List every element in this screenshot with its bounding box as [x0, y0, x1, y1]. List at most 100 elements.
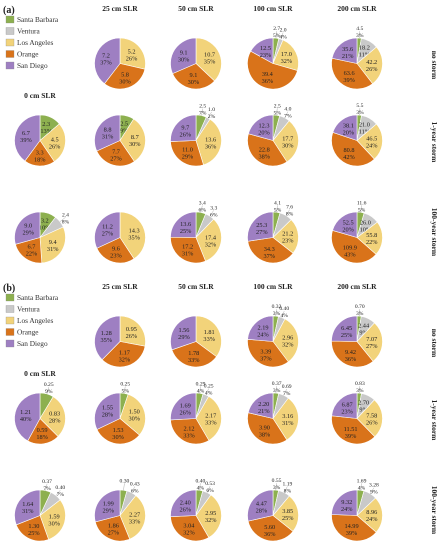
- legend-swatch: [5, 61, 15, 70]
- data-label-percent: 39%: [20, 137, 32, 144]
- pie-slice-orange: [170, 140, 204, 167]
- data-label-value: 26.0: [360, 219, 371, 226]
- pie-slice-orange: [96, 237, 135, 264]
- legend: Santa Barbara Ventura Los Angeles Orange San…: [5, 15, 59, 70]
- data-label-value: 2.20: [258, 401, 269, 408]
- data-label-value: 0.69: [282, 384, 292, 390]
- pie-slice-los-angeles: [195, 37, 222, 82]
- pie-slice-san-diego: [332, 114, 358, 141]
- data-label-value: 0.59: [37, 427, 48, 434]
- data-label-percent: 36%: [264, 531, 276, 538]
- data-label-value: 1.69: [180, 402, 191, 409]
- data-label-value: 1.28: [101, 330, 112, 337]
- data-label-percent: 3%: [356, 388, 364, 394]
- pie-slice-orange: [15, 237, 43, 264]
- data-label-percent: 29%: [103, 507, 115, 514]
- panel-b: (b)Santa Barbara Ventura Los Angeles Orange…: [3, 282, 439, 542]
- data-label-value: 1.50: [129, 409, 140, 416]
- leader-line: [275, 386, 277, 394]
- leader-line: [45, 483, 48, 491]
- data-label-value: 14.99: [344, 523, 358, 530]
- data-label-value: 22.8: [259, 146, 270, 153]
- data-label-value: 9.6: [112, 246, 120, 253]
- data-label-percent: 33%: [203, 336, 215, 343]
- data-label-percent: 20%: [342, 227, 354, 234]
- leader-line: [280, 32, 284, 40]
- data-label-value: 5.8: [121, 71, 129, 78]
- data-label-percent: 31%: [102, 133, 114, 140]
- pie-slice-orange: [172, 63, 215, 90]
- data-label-percent: 21%: [258, 408, 270, 415]
- data-label-value: 52.5: [343, 220, 354, 227]
- data-label-value: 2.17: [205, 412, 216, 419]
- leader-line: [359, 108, 361, 116]
- data-label-value: 21.0: [359, 122, 370, 129]
- data-label-percent: 31%: [282, 420, 294, 427]
- pie-slice-orange: [331, 230, 377, 264]
- pie-slice-los-angeles: [119, 495, 146, 540]
- data-label-value: 2.5: [199, 104, 206, 110]
- data-label-percent: 6%: [131, 489, 139, 495]
- data-label-percent: 7%: [57, 492, 65, 498]
- pie-slice-san-diego: [14, 114, 41, 162]
- data-label-percent: 3%: [356, 311, 364, 317]
- data-label-value: 1.55: [102, 405, 113, 412]
- data-label-percent: 7%: [199, 111, 207, 117]
- data-label-value: 2.44: [358, 322, 370, 329]
- data-label-value: 4.0: [284, 107, 291, 113]
- data-label-value: 17.2: [182, 244, 193, 251]
- data-label-value: 6.45: [341, 325, 352, 332]
- data-label-value: 3.85: [282, 508, 293, 515]
- data-label-value: 2.19: [257, 325, 268, 332]
- data-label-value: 0.32: [272, 304, 282, 310]
- leader-line: [200, 205, 203, 213]
- leader-line: [131, 486, 135, 493]
- data-label-value: 0.95: [126, 326, 137, 333]
- data-label-percent: 22%: [366, 239, 378, 246]
- data-label-percent: 29%: [22, 230, 34, 237]
- leader-line: [199, 483, 201, 491]
- data-label-percent: 2%: [208, 114, 216, 120]
- data-label-value: 1.81: [204, 329, 215, 336]
- data-label-value: 9.7: [181, 124, 189, 131]
- data-label-value: 3.28: [369, 483, 379, 489]
- data-label-value: 9.4: [49, 239, 58, 246]
- data-label-percent: 8%: [286, 212, 294, 218]
- data-label-percent: 27%: [256, 229, 268, 236]
- data-label-percent: 27%: [108, 530, 120, 537]
- pie: 3.46% 3.36%17.432%17.231%13.625%: [170, 201, 222, 264]
- data-label-percent: 7%: [283, 391, 291, 397]
- pie-slice-los-angeles: [272, 318, 299, 363]
- leader-line: [285, 209, 290, 216]
- data-label-value: 3.16: [282, 413, 293, 420]
- pie-slice-san-diego: [248, 114, 274, 141]
- data-label-value: 0.70: [355, 304, 365, 310]
- data-label-value: 11.6: [357, 200, 367, 206]
- leader-line: [360, 205, 362, 213]
- data-label-percent: 32%: [281, 58, 293, 65]
- data-label-percent: 29%: [182, 154, 194, 161]
- data-label-percent: 35%: [128, 234, 140, 241]
- pie-slice-san-diego: [94, 489, 121, 523]
- pie: 14.335% 9.623% 11.227%: [94, 211, 146, 264]
- pie-slice-san-diego: [170, 315, 197, 351]
- leader-line: [275, 31, 277, 39]
- data-label-value: 9.1: [190, 72, 198, 79]
- data-label-value: 2.27: [129, 512, 140, 519]
- pie-slice-san-diego: [94, 392, 121, 430]
- leader-line: [46, 387, 49, 394]
- data-label-percent: 32%: [119, 357, 131, 364]
- data-label-value: 11.0: [182, 147, 193, 154]
- data-label-value: 0.40: [195, 478, 205, 484]
- leader-line: [284, 486, 288, 493]
- pie-slice-san-diego: [14, 489, 41, 526]
- pie-slice-orange: [171, 341, 217, 368]
- column-header: 50 cm SLR: [178, 282, 214, 291]
